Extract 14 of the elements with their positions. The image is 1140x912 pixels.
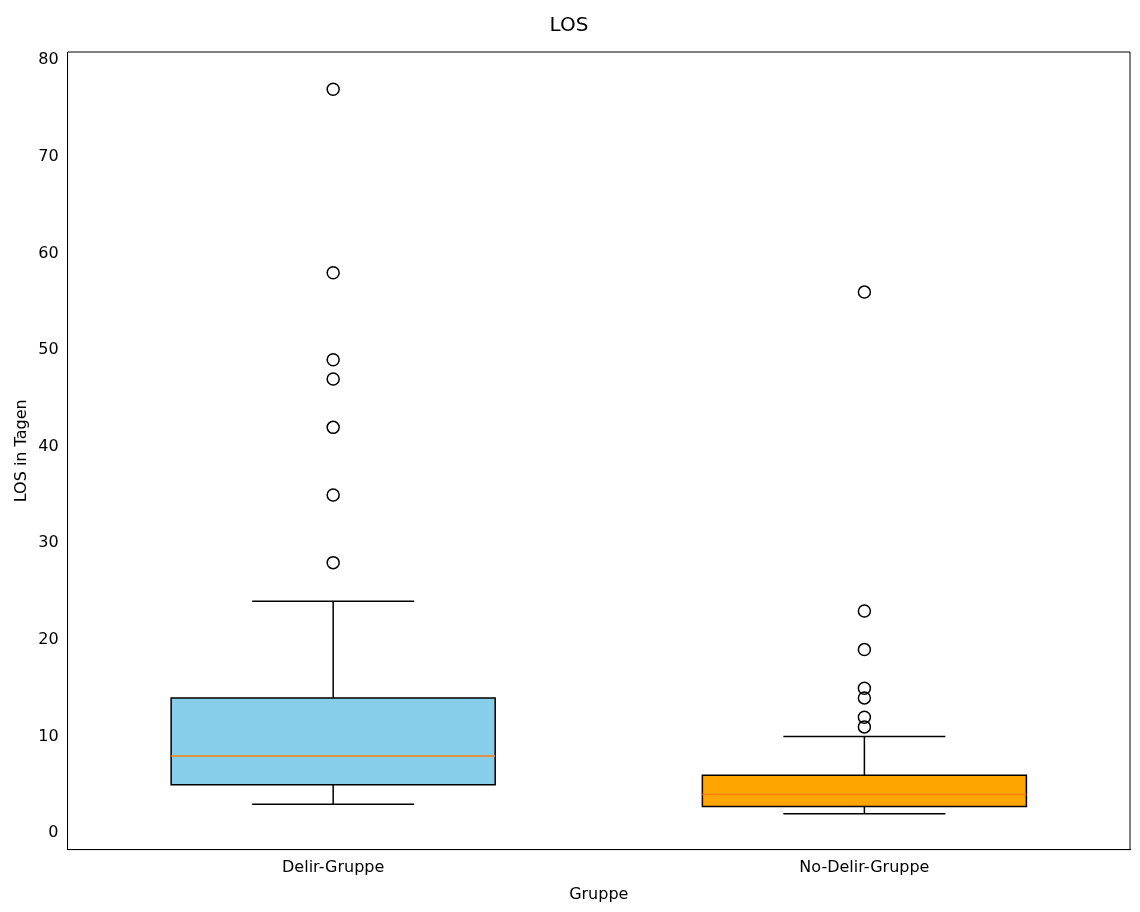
y-tick-label: 80 <box>38 49 59 69</box>
chart-title: LOS <box>549 12 589 37</box>
y-tick-label: 30 <box>38 532 59 552</box>
y-tick-label: 40 <box>38 435 59 455</box>
y-tick-label: 70 <box>38 145 59 165</box>
y-tick-label: 20 <box>38 629 59 649</box>
x-tick-label: No-Delir-Gruppe <box>799 857 930 877</box>
x-tick-label: Delir-Gruppe <box>282 857 385 877</box>
y-axis-title: LOS in Tagen <box>10 399 30 503</box>
y-tick-label: 10 <box>38 725 59 745</box>
y-tick-label: 60 <box>38 242 59 262</box>
y-tick-label: 0 <box>48 822 59 842</box>
x-axis-title: Gruppe <box>569 883 629 903</box>
y-tick-label: 50 <box>38 339 59 359</box>
